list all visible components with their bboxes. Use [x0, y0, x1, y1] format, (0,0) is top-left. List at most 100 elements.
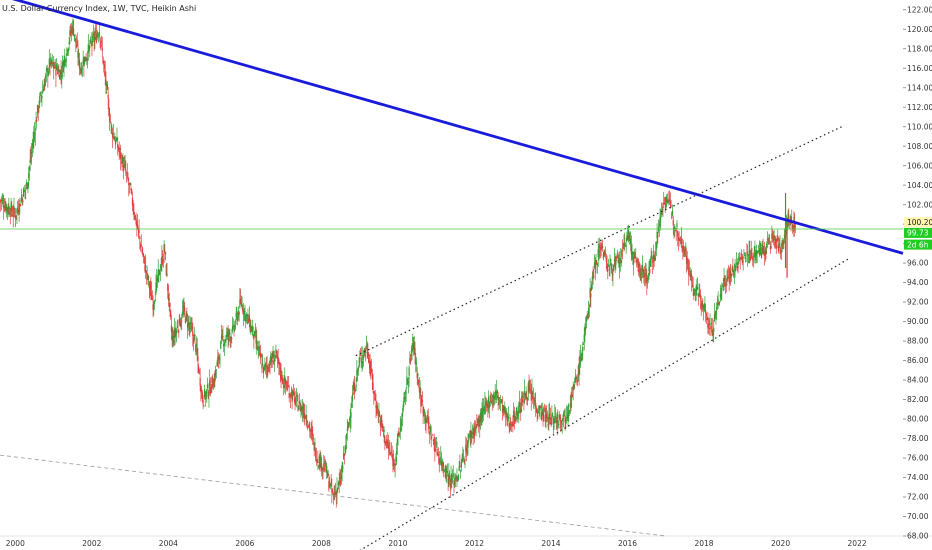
- candle-body: [477, 422, 479, 427]
- candle-body: [297, 404, 299, 412]
- candle-body: [509, 422, 511, 425]
- candle-body: [234, 325, 237, 327]
- candle-body: [572, 386, 574, 391]
- candle-body: [546, 414, 548, 417]
- x-tick-label: 2018: [694, 539, 713, 548]
- candle-body: [187, 323, 189, 328]
- candle-body: [716, 306, 718, 310]
- candle-body: [492, 394, 494, 398]
- candle-body: [446, 467, 448, 473]
- candle-body: [91, 44, 93, 46]
- candle-body: [644, 273, 646, 275]
- x-tick-label: 2022: [848, 539, 867, 548]
- candle-body: [782, 243, 784, 245]
- candle-body: [396, 438, 398, 444]
- candle-body: [442, 462, 444, 467]
- candle-body: [694, 288, 696, 291]
- candle-body: [232, 324, 234, 325]
- candle-body: [747, 254, 749, 256]
- candle-body: [627, 236, 629, 239]
- candle-body: [538, 412, 540, 414]
- candle-body: [32, 143, 34, 147]
- channel-lower-line[interactable]: [359, 257, 850, 550]
- candle-body: [271, 360, 273, 363]
- candle-body: [343, 454, 345, 456]
- candle-body: [102, 57, 104, 64]
- candle-body: [696, 288, 698, 290]
- candle-body: [8, 206, 10, 210]
- candle-body: [626, 235, 628, 242]
- candle-body: [752, 256, 755, 258]
- candle-body: [287, 385, 289, 387]
- candle-body: [412, 337, 414, 342]
- candle-body: [448, 473, 450, 477]
- candle-body: [457, 475, 460, 480]
- candle-body: [220, 341, 222, 349]
- chart-title: U.S. Dollar Currency Index, 1W, TVC, Hei…: [2, 4, 196, 13]
- candle-body: [602, 253, 604, 259]
- candle-body: [730, 273, 733, 277]
- candle-body: [478, 418, 480, 423]
- candle-body: [621, 247, 624, 249]
- candle-body: [485, 403, 487, 407]
- candle-body: [741, 253, 743, 256]
- candle-body: [764, 250, 766, 253]
- price-tag-label: 99.73: [907, 229, 929, 238]
- candle-body: [178, 331, 180, 333]
- candle-body: [327, 473, 329, 475]
- candle-body: [755, 252, 757, 261]
- candle-body: [103, 62, 105, 64]
- candle-body: [49, 62, 51, 68]
- candle-body: [453, 480, 455, 486]
- candle-body: [734, 263, 736, 267]
- candle-body: [633, 252, 635, 258]
- candle-body: [231, 338, 233, 340]
- drawings-layer[interactable]: [0, 0, 904, 550]
- candle-body: [375, 405, 377, 409]
- candle-body: [25, 188, 27, 190]
- candle-body: [162, 259, 164, 262]
- candle-body: [772, 236, 774, 238]
- candle-body: [503, 407, 505, 412]
- candle-body: [515, 407, 518, 415]
- candle-body: [137, 227, 139, 229]
- candle-body: [491, 400, 493, 402]
- time-axis[interactable]: 2000 2002 2004 2006 2008 2010 2012 2014 2016 2018…: [6, 539, 867, 548]
- price-axis-background[interactable]: [903, 0, 932, 550]
- candle-body: [641, 264, 643, 272]
- candle-body: [134, 215, 136, 218]
- candle-body: [157, 270, 159, 276]
- candle-body: [579, 355, 582, 358]
- candle-body: [658, 224, 660, 226]
- candle-body: [403, 397, 405, 401]
- candle-body: [212, 383, 214, 388]
- x-tick-label: 2014: [541, 539, 560, 548]
- candle-body: [240, 302, 242, 305]
- candle-body: [288, 393, 290, 399]
- candle-body: [738, 256, 740, 264]
- candle-body: [36, 105, 39, 114]
- candle-body: [389, 450, 391, 451]
- candle-body: [450, 475, 452, 482]
- trend-top-line[interactable]: [0, 0, 904, 255]
- y-tick-label: 114.00: [907, 83, 932, 92]
- candle-body: [674, 225, 676, 229]
- candle-body: [584, 328, 586, 331]
- candle-body: [454, 477, 457, 479]
- candle-body: [24, 190, 26, 191]
- candle-body: [547, 423, 549, 427]
- candle-body: [660, 218, 662, 220]
- candle-body: [723, 278, 725, 282]
- candle-body: [115, 139, 117, 141]
- candle-body: [607, 269, 609, 271]
- candle-body: [351, 394, 354, 402]
- candle-body: [724, 284, 727, 286]
- candle-body: [421, 399, 423, 401]
- candle-body: [84, 56, 86, 64]
- price-axis[interactable]: 68.00 70.00 72.00 74.00 76.00 78.00 80.00 82.00…: [903, 5, 932, 541]
- candle-body: [488, 403, 490, 409]
- candle-body: [493, 397, 495, 400]
- candle-body: [291, 397, 293, 402]
- candle-body: [85, 60, 87, 62]
- candle-body: [427, 418, 429, 425]
